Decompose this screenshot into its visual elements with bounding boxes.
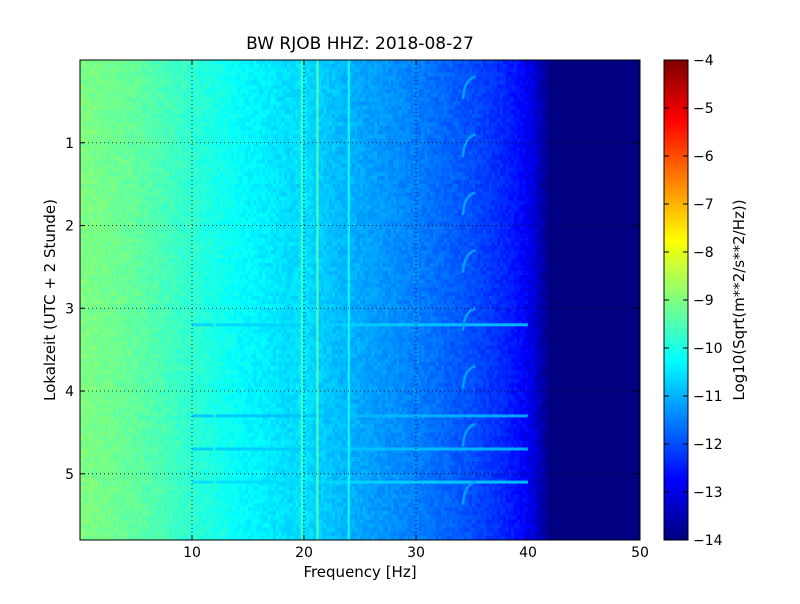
spectrogram-image: [80, 60, 641, 541]
